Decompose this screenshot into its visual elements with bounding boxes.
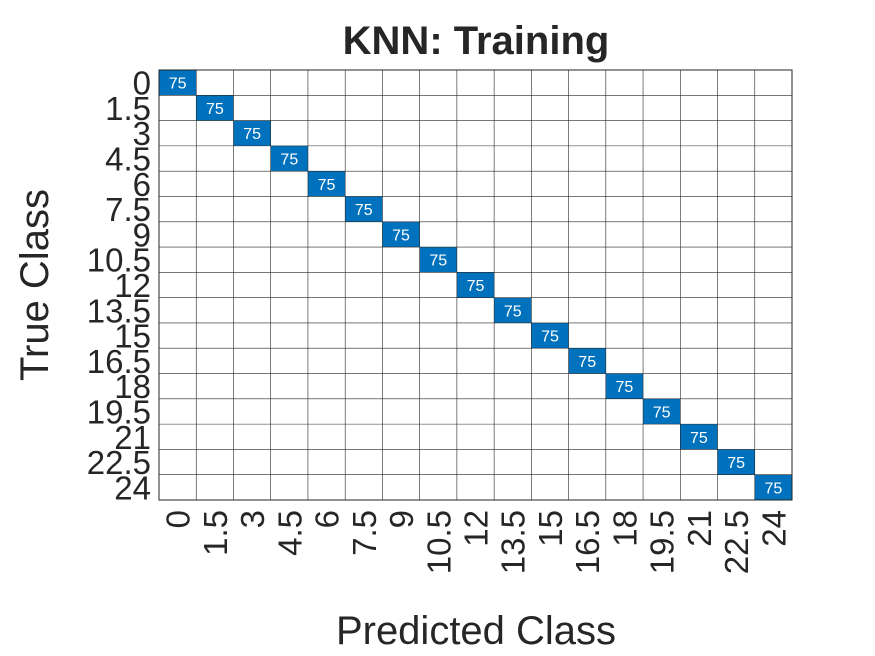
matrix-cell	[643, 398, 681, 425]
y-tick-label: 21	[114, 419, 151, 456]
matrix-cell	[568, 348, 606, 374]
matrix-cell	[531, 322, 569, 349]
matrix-cell	[680, 424, 718, 450]
x-tick-label: 16.5	[569, 510, 606, 574]
cell-value-label: 75	[504, 303, 522, 320]
y-tick-label: 4.5	[105, 141, 151, 178]
cell-value-label: 75	[690, 430, 708, 447]
cell-value-label: 75	[578, 354, 596, 371]
cell-value-label: 75	[653, 404, 671, 421]
cell-value-label: 75	[392, 227, 410, 244]
matrix-cell	[233, 120, 271, 146]
cells-layer: 75 75 75 75 75 75 75 75 75 75 75 75 75 75 75 75 75	[159, 70, 792, 500]
cell-value-label: 75	[280, 152, 298, 169]
y-tick-label: 1.5	[105, 90, 151, 127]
x-tick-label: 24	[755, 510, 792, 547]
x-tick-label: 7.5	[346, 510, 383, 556]
y-axis-label: True Class	[13, 189, 57, 381]
y-tick-label: 22.5	[87, 444, 151, 481]
y-tick-labels: 01.534.567.5910.51213.51516.51819.52122.…	[87, 65, 151, 507]
cell-value-label: 75	[429, 253, 447, 270]
y-tick-label: 9	[133, 216, 151, 253]
x-tick-label: 13.5	[495, 510, 532, 574]
matrix-cell	[196, 95, 234, 121]
y-tick-label: 13.5	[87, 292, 151, 329]
y-tick-label: 7.5	[105, 191, 151, 228]
matrix-cell	[382, 221, 420, 248]
cell-value-label: 75	[243, 126, 261, 143]
x-tick-label: 6	[309, 510, 346, 528]
cell-value-label: 75	[467, 278, 485, 295]
y-tick-label: 0	[133, 65, 151, 102]
matrix-cell	[419, 247, 457, 273]
y-tick-label: 15	[114, 318, 151, 355]
x-tick-label: 19.5	[644, 510, 681, 574]
cell-value-label: 75	[616, 379, 634, 396]
cell-value-label: 75	[318, 177, 336, 194]
x-tick-label: 15	[532, 510, 569, 547]
cell-value-label: 75	[764, 480, 782, 497]
matrix-cell	[754, 474, 792, 500]
y-tick-label: 24	[114, 469, 151, 506]
y-tick-label: 16.5	[87, 343, 151, 380]
y-tick-label: 3	[133, 115, 151, 152]
cell-value-label: 75	[206, 101, 224, 118]
x-tick-label: 10.5	[420, 510, 457, 574]
x-tick-label: 9	[383, 510, 420, 528]
y-tick-label: 10.5	[87, 242, 151, 279]
matrix-cell	[717, 449, 755, 475]
matrix-cell	[494, 297, 532, 323]
plot-frame	[158, 69, 793, 501]
x-tick-label: 22.5	[718, 510, 755, 574]
cell-value-label: 75	[355, 202, 373, 219]
cell-value-label: 75	[169, 76, 187, 93]
x-tick-label: 12	[458, 510, 495, 547]
y-tick-label: 19.5	[87, 393, 151, 430]
x-tick-label: 3	[234, 510, 271, 528]
x-tick-label: 21	[681, 510, 718, 547]
y-tick-label: 12	[114, 267, 151, 304]
x-tick-label: 4.5	[271, 510, 308, 556]
cell-value-label: 75	[727, 455, 745, 472]
matrix-cell	[345, 196, 383, 222]
x-tick-label: 0	[160, 510, 197, 528]
cell-value-label: 75	[541, 329, 559, 346]
matrix-cell	[456, 272, 495, 298]
y-tick-label: 6	[133, 166, 151, 203]
x-tick-label: 18	[606, 510, 643, 547]
x-axis-label: Predicted Class	[336, 609, 616, 653]
matrix-cell	[159, 70, 197, 96]
matrix-cell	[605, 373, 644, 399]
y-tick-label: 18	[114, 368, 151, 405]
grid-layer	[158, 69, 793, 501]
matrix-cell	[270, 145, 308, 172]
x-tick-label: 1.5	[197, 510, 234, 556]
matrix-cell	[307, 171, 346, 197]
chart-title: KNN: Training	[343, 19, 610, 63]
x-tick-labels: 0 1.5 3 4.5 6 7.5 9 10.5 12 13.5 15 16.5 18 19.5 21 22.…	[160, 510, 793, 574]
